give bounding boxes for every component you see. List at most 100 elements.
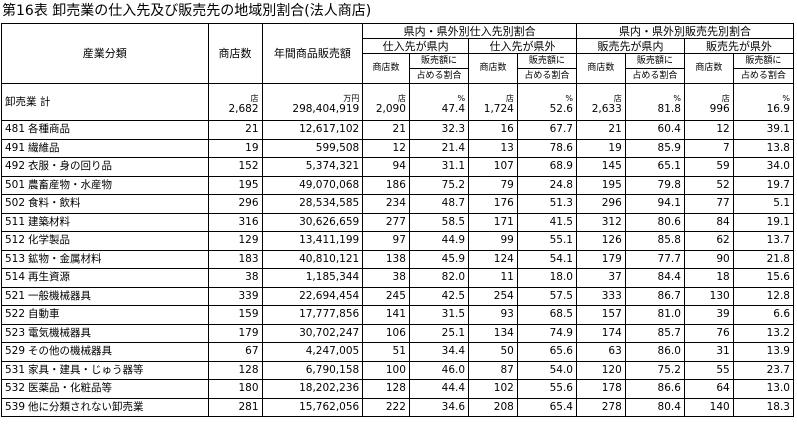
row-label: 512 化学製品: [1, 231, 209, 251]
cell-p-in-pct: 44.9: [408, 231, 470, 251]
table-row: 491 繊維品 19 599,508 12 21.4 13 78.6 19 85.9 7 13.8: [1, 138, 795, 158]
cell-p-in-stores: 51: [362, 342, 410, 362]
cell-s-in-stores: 174: [576, 323, 626, 343]
subheader-share-1: 販売額に: [732, 53, 795, 69]
row-code: 523: [5, 326, 26, 339]
table-row: 492 衣服・身の回り品 152 5,374,321 94 31.1 107 68.9 145 6…: [1, 157, 795, 177]
header-purchase-out: 仕入先が県外: [468, 38, 577, 54]
subheader-share-1: 販売額に: [624, 53, 685, 69]
row-label: 522 自動車: [1, 305, 209, 325]
cell-p-out-pct: 54.0: [516, 360, 578, 380]
cell-p-out-stores: 11: [468, 268, 518, 288]
row-code: 491: [5, 141, 26, 154]
cell-p-in-stores: 38: [362, 268, 410, 288]
cell-p-out-stores: 254: [468, 286, 518, 306]
cell-p-out-pct: 54.1: [516, 249, 578, 269]
cell-sales: 4,247,005: [261, 342, 364, 362]
cell-p-in-stores: 106: [362, 323, 410, 343]
cell-s-out-pct: 13.9: [732, 342, 795, 362]
subheader-stores: 商店数: [468, 53, 518, 84]
cell-s-in-stores: 278: [576, 397, 626, 417]
cell-s-out-stores: 64: [683, 379, 734, 399]
cell-p-out-pct: 51.3: [516, 194, 578, 214]
cell-s-in-stores: 312: [576, 212, 626, 232]
cell-stores: 128: [207, 360, 263, 380]
table-row: 521 一般機械器具 339 22,694,454 245 42.5 254 57.5 333 8…: [1, 286, 795, 306]
cell-p-out-pct: 57.5: [516, 286, 578, 306]
cell-sales: 40,810,121: [261, 249, 364, 269]
cell-sales: 1,185,344: [261, 268, 364, 288]
cell-s-out-pct: 12.8: [732, 286, 795, 306]
cell-stores: 195: [207, 175, 263, 195]
cell-s-out-stores: 52: [683, 175, 734, 195]
cell-p-out-stores: 79: [468, 175, 518, 195]
cell-p-in-stores: 97: [362, 231, 410, 251]
table-title: 第16表 卸売業の仕入先及び販売先の地域別割合(法人商店): [2, 3, 372, 19]
total-label: 卸売業 計: [1, 83, 209, 121]
cell-stores: 180: [207, 379, 263, 399]
cell-s-out-pct: 5.1: [732, 194, 795, 214]
cell-p-in-stores: 94: [362, 157, 410, 177]
row-code: 521: [5, 289, 26, 302]
cell-p-in-pct: 32.3: [408, 120, 470, 140]
subheader-share-1: 販売額に: [516, 53, 578, 69]
cell-p-out-pct: 18.0: [516, 268, 578, 288]
cell-stores: 129: [207, 231, 263, 251]
cell-s-in-stores: 195: [576, 175, 626, 195]
cell-s-out-stores: 90: [683, 249, 734, 269]
table-row: 529 その他の機械器具 67 4,247,005 51 34.4 50 65.6 63 86.0…: [1, 342, 795, 362]
table-row: 511 建築材料 316 30,626,659 277 58.5 171 41.5 312 80.…: [1, 212, 795, 232]
cell-s-out-stores: 7: [683, 138, 734, 158]
row-code: 529: [5, 345, 26, 358]
cell-s-in-stores: 179: [576, 249, 626, 269]
row-name: 化学製品: [28, 234, 71, 247]
cell-p-in-stores: 12: [362, 138, 410, 158]
cell-p-out-pct: 68.5: [516, 305, 578, 325]
cell-s-in-stores: 145: [576, 157, 626, 177]
cell-p-out-stores: 87: [468, 360, 518, 380]
cell-p-in-stores: 245: [362, 286, 410, 306]
cell-sales: 599,508: [261, 138, 364, 158]
total-row: 卸売業 計 店 2,682 万円 298,404,919 店 2,090 % 47.4 …: [1, 83, 795, 121]
row-code: 481: [5, 123, 26, 136]
cell-p-out-stores: 13: [468, 138, 518, 158]
header-sales-group: 県内・県外別販売先別割合: [576, 23, 794, 39]
cell-p-in-pct: 75.2: [408, 175, 470, 195]
cell-s-in-pct: 60.4: [624, 120, 685, 140]
cell-p-in-pct: 25.1: [408, 323, 470, 343]
row-name: 繊維品: [28, 141, 60, 154]
cell-stores: 281: [207, 397, 263, 417]
table-row: 523 電気機械器具 179 30,702,247 106 25.1 134 74.9 174 8…: [1, 323, 795, 343]
row-name: 医薬品・化粧品等: [28, 382, 113, 395]
cell-stores: 316: [207, 212, 263, 232]
cell-p-in-pct: 82.0: [408, 268, 470, 288]
cell-p-out-stores: 107: [468, 157, 518, 177]
row-code: 492: [5, 160, 26, 173]
total-p-out-pct: % 52.6: [516, 83, 578, 121]
total-p-in-stores: 店 2,090: [362, 83, 410, 121]
row-code: 511: [5, 215, 26, 228]
cell-p-out-pct: 65.6: [516, 342, 578, 362]
cell-p-in-stores: 138: [362, 249, 410, 269]
cell-s-in-pct: 85.9: [624, 138, 685, 158]
cell-s-in-stores: 19: [576, 138, 626, 158]
cell-p-out-stores: 171: [468, 212, 518, 232]
row-code: 522: [5, 308, 26, 321]
cell-p-out-stores: 124: [468, 249, 518, 269]
cell-s-out-pct: 19.7: [732, 175, 795, 195]
row-label: 514 再生資源: [1, 268, 209, 288]
cell-s-in-pct: 80.6: [624, 212, 685, 232]
cell-p-out-pct: 74.9: [516, 323, 578, 343]
cell-s-in-stores: 37: [576, 268, 626, 288]
cell-p-in-pct: 21.4: [408, 138, 470, 158]
row-label: 513 鉱物・金属材料: [1, 249, 209, 269]
cell-stores: 19: [207, 138, 263, 158]
cell-p-in-stores: 186: [362, 175, 410, 195]
cell-sales: 30,702,247: [261, 323, 364, 343]
cell-sales: 15,762,056: [261, 397, 364, 417]
header-sales-out: 販売先が県外: [683, 38, 795, 54]
cell-p-in-pct: 31.5: [408, 305, 470, 325]
cell-s-out-stores: 18: [683, 268, 734, 288]
cell-p-in-pct: 45.9: [408, 249, 470, 269]
row-name: 鉱物・金属材料: [28, 252, 102, 265]
